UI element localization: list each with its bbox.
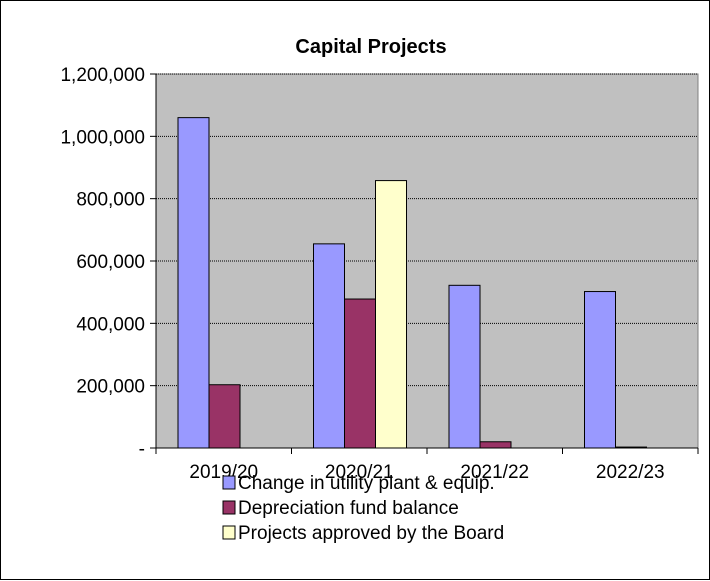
y-tick-label: - (139, 439, 145, 460)
y-tick-label: 800,000 (76, 190, 145, 211)
bar (615, 446, 647, 449)
x-tick-label: 2019/20 (189, 462, 258, 483)
bar (448, 284, 481, 449)
bar (208, 384, 241, 449)
y-tick-label: 1,200,000 (60, 65, 145, 86)
y-tick-label: 200,000 (76, 377, 145, 398)
bar (344, 298, 376, 449)
x-tick-label: 2022/23 (596, 462, 665, 483)
bar (479, 441, 512, 449)
y-tick-label: 600,000 (76, 252, 145, 273)
bar (177, 117, 210, 449)
legend-swatch (222, 475, 236, 490)
bar (313, 243, 345, 449)
x-tick-label: 2021/22 (460, 462, 529, 483)
legend-label: Change in utility plant & equip. (238, 473, 495, 494)
chart-title: Capital Projects (295, 36, 446, 58)
x-tick-label: 2020/21 (325, 462, 394, 483)
y-tick-label: 1,000,000 (60, 127, 145, 148)
legend-swatch (222, 525, 236, 540)
legend-swatch (222, 500, 236, 515)
bar (375, 180, 407, 449)
legend-label: Projects approved by the Board (238, 523, 504, 544)
y-tick-label: 400,000 (76, 314, 145, 335)
legend-label: Depreciation fund balance (238, 498, 459, 519)
bar (584, 291, 616, 449)
